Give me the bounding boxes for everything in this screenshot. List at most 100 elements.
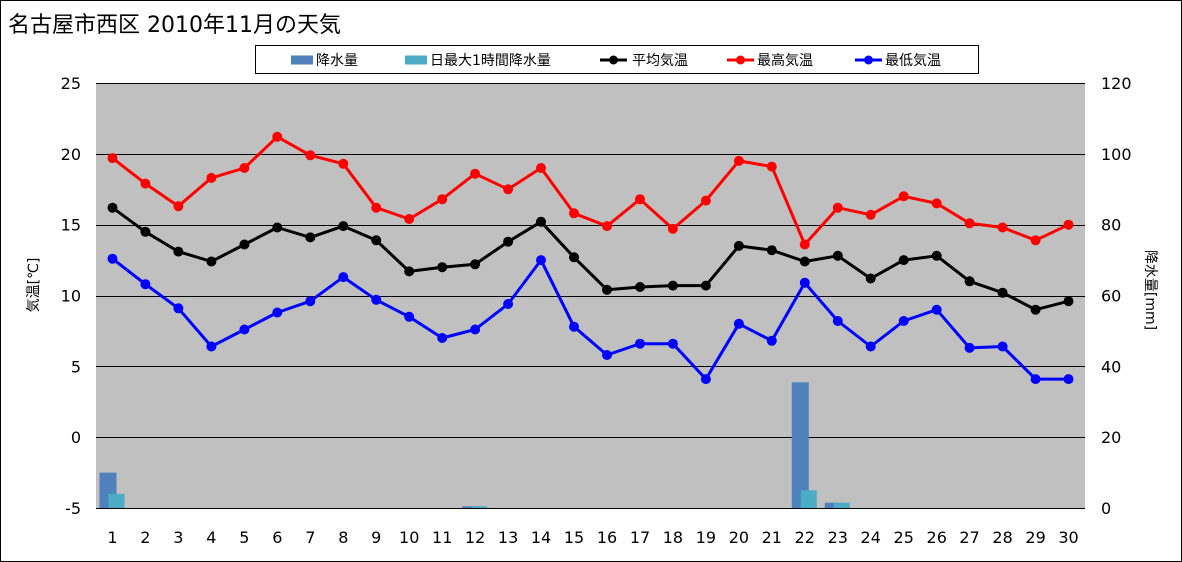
min-temp-point (503, 299, 514, 309)
x-tick-label: 5 (239, 528, 249, 547)
avg-temp-point (602, 284, 612, 295)
max-temp-point (898, 191, 909, 202)
max-temp-point (206, 172, 217, 183)
min-temp-point (964, 342, 975, 353)
max-temp-point (338, 158, 349, 169)
x-tick-label: 4 (206, 528, 216, 547)
avg-temp-point (503, 236, 514, 247)
avg-temp-point (272, 222, 283, 233)
max-temp-point (305, 150, 316, 161)
legend: 降水量 日最大1時間降水量 平均気温 最高気温 最低気温 (255, 45, 979, 74)
max-temp-point (1030, 235, 1041, 246)
legend-swatch-max-hourly-precipitation (405, 55, 427, 65)
y-tick-label: 0 (71, 428, 81, 447)
bar-precipitation (462, 506, 480, 508)
y2-axis-ticks: 120 100 80 60 40 20 0 (1101, 74, 1132, 518)
x-tick-label: 7 (305, 528, 315, 547)
x-tick-label: 28 (992, 528, 1012, 547)
legend-marker-avg-temp (609, 55, 618, 65)
max-temp-point (536, 163, 546, 173)
x-tick-label: 22 (795, 528, 815, 547)
min-temp-point (602, 350, 612, 360)
min-temp-point (437, 333, 448, 343)
min-temp-point (239, 324, 250, 335)
bar-max-hourly-precipitation (800, 490, 817, 508)
y2-tick-label: 40 (1101, 357, 1121, 376)
bar-max-hourly-precipitation (471, 506, 488, 508)
avg-temp-point (667, 280, 678, 291)
min-temp-point (173, 303, 184, 314)
min-temp-point (832, 316, 843, 326)
x-tick-label: 11 (432, 528, 452, 547)
min-temp-point (700, 374, 711, 385)
avg-temp-point (404, 266, 415, 277)
avg-temp-point (832, 250, 843, 261)
min-temp-point (898, 316, 909, 326)
max-temp-point (865, 209, 876, 220)
x-tick-label: 23 (828, 528, 848, 547)
min-temp-point (635, 338, 645, 349)
min-temp-point (1063, 374, 1074, 385)
avg-temp-point (206, 256, 217, 267)
min-temp-point (206, 341, 217, 352)
legend-item-max-hourly-precipitation: 日最大1時間降水量 (405, 53, 551, 69)
avg-temp-point (865, 273, 876, 284)
max-temp-point (173, 201, 184, 212)
min-temp-point (733, 318, 744, 329)
min-temp-point (140, 279, 151, 290)
bar-max-hourly-precipitation (833, 502, 850, 508)
y2-tick-label: 100 (1101, 145, 1132, 164)
avg-temp-point (371, 235, 382, 246)
max-temp-point (635, 194, 645, 205)
min-temp-point (997, 341, 1008, 352)
legend-label-min-temp: 最低気温 (885, 53, 941, 69)
avg-temp-point (437, 262, 448, 273)
min-temp-point (470, 324, 481, 335)
x-tick-label: 20 (729, 528, 749, 547)
max-temp-point (569, 208, 579, 219)
legend-label-max-hourly-precipitation: 日最大1時間降水量 (430, 53, 551, 69)
gridlines (96, 83, 1085, 509)
min-temp-point (931, 304, 942, 315)
avg-temp-point (766, 245, 777, 256)
bar-precipitation (791, 382, 809, 508)
x-tick-label: 8 (338, 528, 348, 547)
min-temp-point (371, 294, 382, 305)
max-temp-point (371, 202, 382, 213)
max-temp-point (766, 161, 777, 172)
x-axis-ticks: 1 2 3 4 5 6 7 8 9 10 11 12 13 14 15 16 17 18 19 20 21 22 23 24 2… (107, 528, 1078, 547)
avg-temp-point (536, 216, 546, 227)
legend-marker-max-temp (736, 55, 745, 65)
min-temp-point (272, 307, 283, 318)
avg-temp-point (1030, 304, 1041, 315)
x-tick-label: 30 (1058, 528, 1078, 547)
y-tick-label: 10 (61, 287, 81, 306)
max-temp-point (1063, 219, 1074, 230)
y-axis-ticks: 25 20 15 10 5 0 -5 (61, 74, 81, 518)
max-temp-point (437, 194, 448, 205)
avg-temp-point (1063, 296, 1074, 307)
x-tick-label: 19 (696, 528, 716, 547)
x-tick-label: 29 (1025, 528, 1045, 547)
max-temp-point (239, 163, 250, 173)
legend-swatch-precipitation (291, 55, 313, 65)
legend-marker-min-temp (864, 55, 873, 65)
y2-tick-label: 60 (1101, 287, 1121, 306)
x-tick-label: 16 (597, 528, 617, 547)
y-tick-label: 15 (61, 216, 81, 235)
y-tick-label: 20 (61, 145, 81, 164)
max-temp-point (964, 218, 975, 229)
x-tick-label: 25 (894, 528, 914, 547)
x-tick-label: 13 (498, 528, 518, 547)
avg-temp-point (338, 221, 349, 232)
x-tick-label: 3 (173, 528, 183, 547)
min-temp-line (111, 257, 1069, 381)
x-tick-label: 10 (399, 528, 419, 547)
x-tick-label: 21 (762, 528, 782, 547)
y-tick-label: 25 (61, 74, 81, 93)
x-tick-label: 12 (465, 528, 485, 547)
avg-temp-point (898, 255, 909, 266)
min-temp-point (536, 255, 546, 266)
x-tick-label: 14 (531, 528, 551, 547)
